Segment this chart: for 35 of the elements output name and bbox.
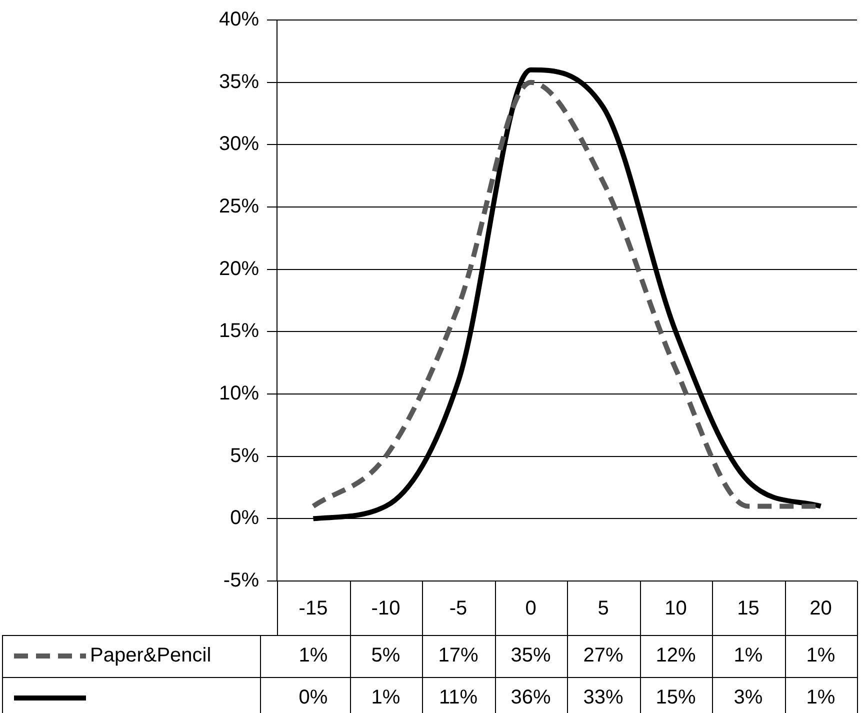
x-tick-label: -15 xyxy=(298,598,328,620)
data-label: 1% xyxy=(298,644,328,667)
y-tick-label: 10% xyxy=(218,382,260,405)
y-tick-label: 25% xyxy=(218,196,260,218)
data-label: 27% xyxy=(583,644,624,667)
x-tick-label: -5 xyxy=(449,598,468,620)
y-tick-label: -5% xyxy=(223,570,260,592)
data-label: 11% xyxy=(438,686,478,709)
x-tick-label: 5 xyxy=(598,598,609,620)
x-tick-label: -10 xyxy=(371,598,400,620)
x-tick-label: 0 xyxy=(525,598,536,620)
x-tick-label: 20 xyxy=(810,598,832,620)
data-label: 1% xyxy=(806,644,836,667)
data-label: 15% xyxy=(656,686,696,709)
y-tick-label: 15% xyxy=(218,320,260,342)
data-label: 0% xyxy=(298,686,328,709)
y-tick-label: 5% xyxy=(230,444,260,467)
x-tick-label: 15 xyxy=(737,598,760,620)
y-tick-label: 40% xyxy=(218,8,260,31)
y-tick-label: 0% xyxy=(230,507,260,530)
data-label: 1% xyxy=(806,686,836,709)
data-label: 33% xyxy=(583,686,624,709)
y-tick-label: 30% xyxy=(218,133,260,156)
data-label: 1% xyxy=(371,686,400,709)
legend-label: Paper&Pencil xyxy=(90,644,212,667)
data-label: 35% xyxy=(510,644,551,667)
data-label: 36% xyxy=(510,686,551,709)
x-tick-label: 10 xyxy=(664,598,687,620)
data-label: 5% xyxy=(371,644,400,667)
data-label: 3% xyxy=(734,686,763,709)
data-label: 1% xyxy=(734,644,763,667)
y-tick-label: 35% xyxy=(218,70,260,93)
data-label: 12% xyxy=(656,644,696,667)
data-label: 17% xyxy=(438,644,478,667)
y-tick-label: 20% xyxy=(218,258,260,280)
